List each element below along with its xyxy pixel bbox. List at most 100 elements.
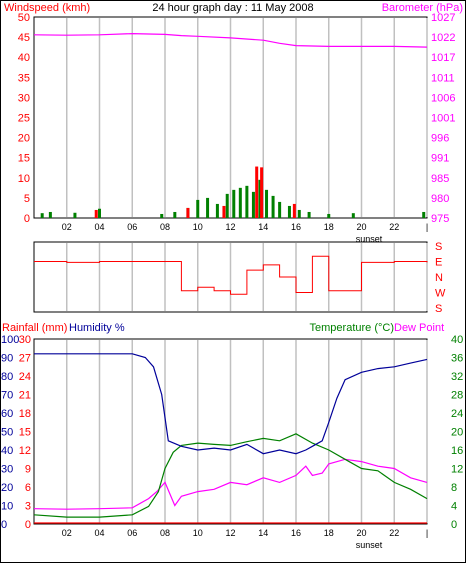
barometer-y-tick: 1022 <box>431 32 455 44</box>
gust-bar <box>94 209 98 218</box>
gust-bar <box>260 167 264 218</box>
windspeed-bar <box>307 211 311 218</box>
rainfall-y-tick: 0 <box>25 519 31 531</box>
windspeed-bar <box>48 211 52 218</box>
x-tick-label: 22 <box>389 222 399 232</box>
wind-y-tick: 0 <box>24 213 30 225</box>
wind-y-tick: 45 <box>18 32 30 44</box>
humidity-axis-title: Humidity % <box>69 322 125 334</box>
windspeed-bar <box>251 191 255 218</box>
direction-label: S <box>435 303 442 315</box>
humidity-y-tick: 10 <box>1 501 13 513</box>
barometer-line <box>33 32 428 48</box>
windspeed-bar <box>40 213 44 218</box>
wind-y-tick: 50 <box>18 12 30 24</box>
barometer-y-tick: 975 <box>431 213 449 225</box>
gust-bar <box>255 166 259 218</box>
barometer-y-tick: 996 <box>431 133 449 145</box>
temperature-y-tick: 4 <box>451 501 457 513</box>
barometer-y-tick: 1011 <box>431 72 455 84</box>
x-tick-label: | <box>426 528 428 538</box>
x-tick-label: 08 <box>160 528 170 538</box>
wind-y-tick: 30 <box>18 92 30 104</box>
humidity-y-tick: 0 <box>1 519 7 531</box>
x-tick-label: 10 <box>193 528 203 538</box>
humidity-y-tick: 80 <box>1 371 13 383</box>
x-tick-label: 04 <box>94 528 104 538</box>
x-tick-label: 06 <box>127 222 137 232</box>
gust-bar <box>292 203 296 218</box>
windspeed-bar <box>422 211 426 218</box>
windspeed-bar <box>265 189 269 218</box>
x-tick-label: 02 <box>62 222 72 232</box>
windspeed-bar <box>73 212 77 218</box>
windspeed-bar <box>238 187 242 218</box>
humidity-line <box>34 353 428 455</box>
x-tick-label: 20 <box>356 222 366 232</box>
temperature-y-tick: 28 <box>451 390 463 402</box>
wind-barometer-panel: Windspeed (kmh) 24 hour graph day : 11 M… <box>4 2 463 244</box>
temperature-line <box>33 433 428 518</box>
temperature-y-tick: 32 <box>451 371 463 383</box>
wind-y-tick: 40 <box>18 52 30 64</box>
humidity-y-tick: 100 <box>1 334 19 346</box>
windspeed-bar <box>206 197 210 218</box>
wind-y-tick: 10 <box>18 173 30 185</box>
gust-bar <box>222 205 226 218</box>
rainfall-y-tick: 30 <box>19 334 31 346</box>
x-tick-label: 16 <box>291 222 301 232</box>
temperature-y-tick: 40 <box>451 334 463 346</box>
temperature-axis-title: Temperature (°C) <box>310 322 394 334</box>
sunset-label-bottom: sunset <box>356 540 383 550</box>
wind-y-tick: 35 <box>18 72 30 84</box>
rainfall-y-tick: 21 <box>19 390 31 402</box>
humidity-y-tick: 60 <box>1 408 13 420</box>
rainfall-y-tick: 3 <box>25 501 31 513</box>
humidity-y-tick: 40 <box>1 445 13 457</box>
barometer-y-tick: 1006 <box>431 92 455 104</box>
windspeed-bar <box>278 201 282 218</box>
x-tick-label: 06 <box>127 528 137 538</box>
temperature-y-tick: 24 <box>451 408 463 420</box>
barometer-y-tick: 991 <box>431 153 449 165</box>
direction-label: E <box>435 257 442 269</box>
direction-label: W <box>435 288 446 300</box>
rainfall-axis-title: Rainfall (mm) <box>2 322 67 334</box>
x-tick-label: 14 <box>258 222 268 232</box>
windspeed-bar <box>98 208 101 218</box>
windspeed-bar <box>225 193 229 218</box>
dewpoint-axis-title: Dew Point <box>394 322 444 334</box>
wind-y-tick: 15 <box>18 153 30 165</box>
dewpoint-line <box>33 458 428 510</box>
temperature-y-tick: 36 <box>451 353 463 365</box>
humidity-y-tick: 20 <box>1 482 13 494</box>
barometer-y-tick: 980 <box>431 193 449 205</box>
gust-bar <box>186 207 190 218</box>
wind-y-tick: 25 <box>18 113 30 125</box>
wind-direction-line <box>34 255 428 295</box>
windspeed-bar <box>215 203 219 218</box>
rainfall-y-tick: 18 <box>19 408 31 420</box>
windspeed-bar <box>297 209 301 218</box>
wind-axis-title: Windspeed (kmh) <box>4 2 90 14</box>
temperature-y-tick: 16 <box>451 445 463 457</box>
rainfall-y-tick: 12 <box>19 445 31 457</box>
wind-y-tick: 20 <box>18 133 30 145</box>
wind-y-tick: 5 <box>24 193 30 205</box>
windspeed-bar <box>287 205 291 218</box>
x-tick-label: 22 <box>389 528 399 538</box>
x-tick-label: 08 <box>160 222 170 232</box>
chart-title: 24 hour graph day : 11 May 2008 <box>152 2 313 14</box>
barometer-axis-title: Barometer (hPa) <box>382 2 463 14</box>
windspeed-bar <box>271 195 275 218</box>
windspeed-bar <box>258 179 262 218</box>
rainfall-y-tick: 27 <box>19 353 31 365</box>
barometer-y-tick: 1001 <box>431 113 455 125</box>
windspeed-bar <box>196 199 200 218</box>
temperature-y-tick: 12 <box>451 464 463 476</box>
x-tick-label: 18 <box>324 528 334 538</box>
humidity-y-tick: 90 <box>1 353 13 365</box>
rainfall-y-tick: 24 <box>19 371 31 383</box>
